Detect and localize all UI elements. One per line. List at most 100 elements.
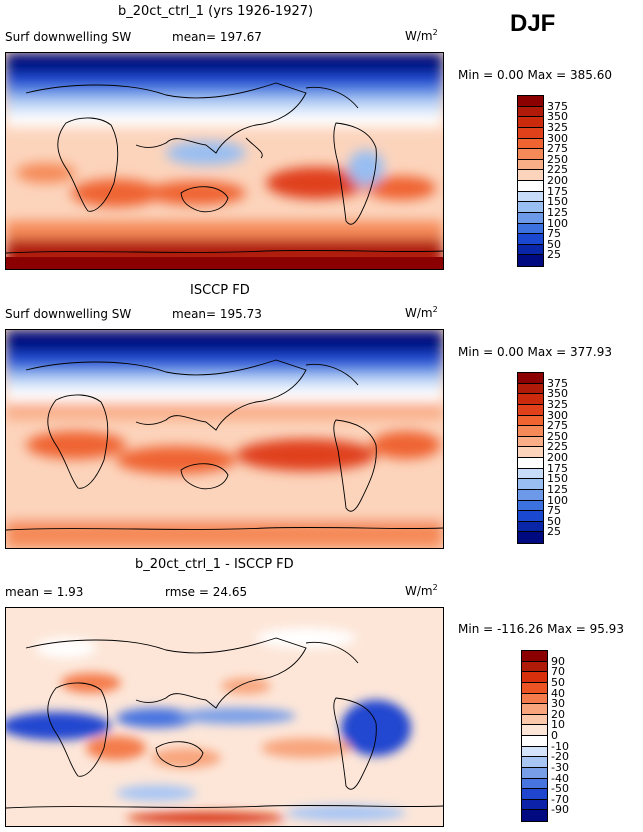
colorbar-swatch (518, 447, 543, 458)
panel1-map (5, 52, 444, 270)
colorbar-label: 250 (547, 429, 568, 443)
panel1-variable-label: Surf downwelling SW (5, 30, 132, 44)
colorbar-label: 275 (547, 419, 568, 433)
panel1-map-field (6, 53, 443, 269)
colorbar-label: 25 (547, 248, 561, 262)
colorbar-label: -20 (551, 750, 569, 764)
colorbar-swatch (518, 96, 543, 107)
colorbar-swatch (518, 489, 543, 501)
colorbar-label: -90 (551, 803, 569, 817)
colorbar-swatch (518, 149, 543, 160)
colorbar-swatch (522, 693, 547, 705)
colorbar-label: 275 (547, 142, 568, 156)
colorbar-swatch (518, 106, 543, 118)
colorbar-label: 175 (547, 461, 568, 475)
colorbar-swatch (518, 373, 543, 384)
colorbar-label: 350 (547, 387, 568, 401)
colorbar-label: 250 (547, 152, 568, 166)
colorbar-label: 40 (551, 686, 565, 700)
colorbar-swatch (518, 244, 543, 256)
colorbar-label: 300 (547, 408, 568, 422)
panel3-rmse-label: rmse = 24.65 (165, 585, 248, 599)
colorbar-label: 20 (551, 707, 565, 721)
colorbar-swatch (522, 651, 547, 662)
colorbar-swatch (518, 383, 543, 395)
panel2-map (5, 329, 444, 549)
colorbar-swatch (518, 223, 543, 235)
colorbar-label: 325 (547, 397, 568, 411)
colorbar-swatch (522, 682, 547, 694)
colorbar-swatch (522, 725, 547, 736)
panel3-mean-label: mean = 1.93 (5, 585, 84, 599)
colorbar-swatch (522, 799, 547, 811)
colorbar-swatch (518, 234, 543, 245)
colorbar-swatch (518, 415, 543, 427)
colorbar-label: 50 (551, 675, 565, 689)
colorbar-swatch (518, 159, 543, 171)
colorbar-label: 100 (547, 493, 568, 507)
colorbar-swatch (518, 127, 543, 139)
colorbar-label: 350 (547, 110, 568, 124)
colorbar-label: -30 (551, 760, 569, 774)
colorbar-label: 90 (551, 654, 565, 668)
colorbar-swatch (522, 704, 547, 715)
colorbar-swatch (518, 479, 543, 490)
colorbar-swatch (518, 500, 543, 512)
colorbar-label: 50 (547, 237, 561, 251)
colorbar-label: -40 (551, 771, 569, 785)
colorbar-swatch (518, 138, 543, 150)
colorbar-swatch (522, 661, 547, 673)
colorbar-label: -10 (551, 739, 569, 753)
panel3-colorbar: 90 70 50 40 30 20 10 0 -10 -20 -30 -40 -50 -70 -90 (521, 650, 569, 822)
colorbar-label: 30 (551, 697, 565, 711)
panel3-map-field (6, 608, 443, 826)
colorbar-label: 300 (547, 131, 568, 145)
colorbar-swatch (518, 394, 543, 405)
panel3-map (5, 607, 444, 827)
panel1-colorbar: 375 350 325 300 275 250 225 200 175 150 125 100 75 50… (517, 95, 568, 267)
colorbar-label: 0 (551, 729, 558, 742)
panel1-units: W/m2 (405, 28, 438, 43)
colorbar-swatch (522, 810, 547, 821)
colorbar-label: 150 (547, 195, 568, 209)
colorbar-label: -70 (551, 792, 569, 806)
colorbar-swatch (518, 404, 543, 416)
panel3-title: b_20ct_ctrl_1 - ISCCP FD (135, 557, 294, 572)
colorbar-label: 225 (547, 163, 568, 177)
panel1-title: b_20ct_ctrl_1 (yrs 1926-1927) (118, 4, 314, 19)
colorbar-swatch (518, 468, 543, 480)
colorbar-label: 10 (551, 718, 565, 732)
colorbar-label: 25 (547, 525, 561, 539)
colorbar-label: 125 (547, 205, 568, 219)
colorbar-swatch (522, 746, 547, 758)
colorbar-swatch (518, 181, 543, 192)
colorbar-label: -50 (551, 782, 569, 796)
panel2-minmax: Min = 0.00 Max = 377.93 (458, 345, 612, 359)
panel2-variable-label: Surf downwelling SW (5, 307, 132, 321)
colorbar-swatch (518, 511, 543, 522)
colorbar-swatch (518, 521, 543, 533)
colorbar-swatch (518, 170, 543, 181)
colorbar-swatch (518, 191, 543, 203)
panel3-minmax: Min = -116.26 Max = 95.93 (458, 622, 624, 636)
panel2-units: W/m2 (405, 305, 438, 320)
panel2-title: ISCCP FD (190, 283, 250, 298)
colorbar-label: 200 (547, 174, 568, 187)
colorbar-swatch (518, 458, 543, 469)
colorbar-label: 125 (547, 482, 568, 496)
colorbar-label: 225 (547, 440, 568, 454)
colorbar-label: 75 (547, 504, 561, 518)
colorbar-swatch (518, 202, 543, 213)
colorbar-swatch (518, 436, 543, 448)
colorbar-label: 375 (547, 99, 568, 113)
panel3-units: W/m2 (405, 583, 438, 598)
panel2-mean-label: mean= 195.73 (172, 307, 262, 321)
colorbar-swatch (518, 212, 543, 224)
colorbar-swatch (518, 532, 543, 543)
colorbar-label: 100 (547, 216, 568, 230)
colorbar-swatch (522, 767, 547, 779)
colorbar-label: 150 (547, 472, 568, 486)
colorbar-swatch (518, 426, 543, 437)
colorbar-swatch (522, 778, 547, 790)
panel2-colorbar: 375 350 325 300 275 250 225 200 175 150 125 100 75 50… (517, 372, 568, 544)
